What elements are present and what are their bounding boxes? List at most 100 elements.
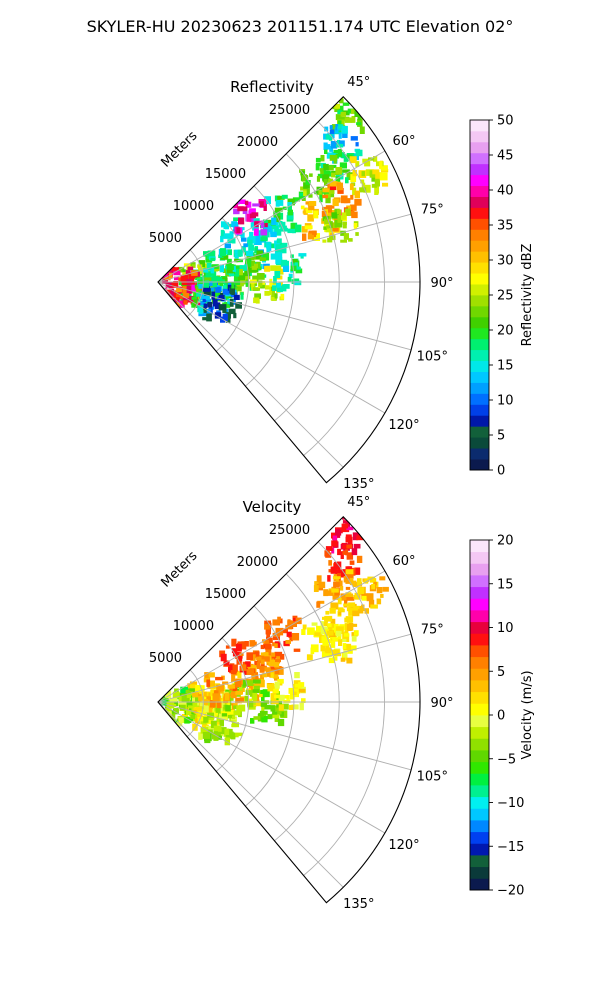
- echo-cell: [349, 156, 389, 196]
- colorbar-swatch: [470, 130, 489, 143]
- azimuth-spoke: [157, 150, 386, 283]
- colorbar-swatch: [470, 360, 489, 372]
- colorbar-swatch: [470, 598, 489, 611]
- colorbar-swatch: [470, 796, 489, 809]
- velocity-panel: Velocity 5000 10000 15000 20000 25000 45° 60° 7…: [149, 495, 535, 912]
- range-tick-label: 10000: [173, 199, 214, 214]
- colorbar-swatch: [470, 855, 489, 868]
- range-tick-label: 15000: [205, 167, 246, 182]
- colorbar-swatch: [470, 715, 489, 728]
- colorbar-swatch: [470, 437, 489, 449]
- sector-frame: [157, 95, 421, 484]
- colorbar-tick-label: 10: [497, 394, 514, 409]
- azimuth-spoke: [157, 281, 386, 414]
- reflectivity-radial-axis-label: Meters: [159, 128, 201, 170]
- azimuth-tick-label: 60°: [392, 134, 415, 149]
- colorbar-swatch: [470, 404, 489, 416]
- range-tick-label: 5000: [149, 651, 182, 666]
- colorbar-tick-label: 15: [497, 577, 514, 592]
- range-ring: [245, 185, 295, 387]
- range-tick-label: 25000: [269, 103, 310, 118]
- colorbar-swatch: [470, 262, 489, 274]
- colorbar-swatch: [470, 633, 489, 646]
- colorbar-swatch: [470, 196, 489, 208]
- colorbar-swatch: [470, 120, 489, 132]
- colorbar-swatch: [470, 575, 489, 588]
- colorbar-tick-label: 15: [497, 359, 514, 374]
- colorbar-swatch: [470, 185, 489, 197]
- azimuth-spoke: [157, 570, 386, 703]
- azimuth-tick-label: 105°: [417, 770, 448, 785]
- reflectivity-colorbar-label: Reflectivity dBZ: [520, 244, 535, 347]
- azimuth-tick-label: 120°: [388, 418, 419, 433]
- echo-cell: [202, 704, 243, 746]
- colorbar-swatch: [470, 316, 489, 329]
- azimuth-spoke: [157, 281, 344, 468]
- azimuth-tick-label: 135°: [343, 477, 374, 492]
- colorbar-swatch: [470, 141, 489, 154]
- colorbar-swatch: [470, 284, 489, 296]
- colorbar-swatch: [470, 831, 489, 844]
- echo-cell: [270, 252, 307, 293]
- reflectivity-polar-grid: [157, 95, 421, 484]
- colorbar-swatch: [470, 866, 489, 879]
- colorbar-swatch: [470, 349, 489, 362]
- colorbar-swatch: [470, 668, 489, 681]
- colorbar-swatch: [470, 691, 489, 704]
- colorbar-swatch: [470, 305, 489, 318]
- azimuth-tick-label: 45°: [347, 75, 370, 90]
- range-ring: [303, 541, 385, 876]
- azimuth-tick-label: 90°: [430, 696, 453, 711]
- colorbar-swatch: [470, 645, 489, 658]
- azimuth-spoke: [157, 213, 412, 283]
- range-tick-label: 5000: [149, 231, 182, 246]
- azimuth-tick-label: 75°: [421, 203, 444, 218]
- colorbar-tick-label: −10: [497, 796, 524, 811]
- colorbar-swatch: [470, 726, 489, 739]
- colorbar-swatch: [470, 163, 489, 176]
- colorbar-tick-label: 25: [497, 289, 514, 304]
- sector-frame: [157, 515, 421, 904]
- colorbar-swatch: [470, 327, 489, 340]
- colorbar-tick-label: 30: [497, 254, 514, 269]
- colorbar-tick-label: 20: [497, 534, 514, 549]
- colorbar-swatch: [470, 540, 489, 553]
- colorbar-swatch: [470, 251, 489, 263]
- azimuth-tick-label: 75°: [421, 623, 444, 638]
- colorbar-tick-label: −5: [497, 752, 516, 767]
- colorbar-swatch: [470, 338, 489, 351]
- colorbar-swatch: [470, 273, 489, 285]
- azimuth-tick-label: 105°: [417, 350, 448, 365]
- colorbar-swatch: [470, 680, 489, 693]
- colorbar-swatch: [470, 393, 489, 405]
- colorbar-swatch: [470, 415, 489, 427]
- range-tick-label: 25000: [269, 523, 310, 538]
- colorbar-swatch: [470, 808, 489, 821]
- colorbar-swatch: [470, 229, 489, 241]
- echo-cell: [249, 689, 289, 727]
- azimuth-spoke: [157, 633, 412, 703]
- colorbar-swatch: [470, 761, 489, 774]
- range-ring: [303, 121, 385, 456]
- echo-cell: [322, 208, 359, 243]
- colorbar-swatch: [470, 207, 489, 219]
- echo-cell: [267, 672, 306, 711]
- colorbar-swatch: [470, 174, 489, 187]
- colorbar-swatch: [470, 738, 489, 751]
- azimuth-tick-label: 135°: [343, 897, 374, 912]
- colorbar-swatch: [470, 820, 489, 833]
- azimuth-tick-label: 60°: [392, 554, 415, 569]
- azimuth-spoke: [157, 281, 412, 351]
- colorbar-tick-label: 35: [497, 219, 514, 234]
- echo-cell: [249, 265, 285, 304]
- colorbar-tick-label: 20: [497, 324, 514, 339]
- range-tick-label: 15000: [205, 587, 246, 602]
- reflectivity-panel: Reflectivity 5000 10000 15000 20000 25000 45°…: [149, 75, 535, 492]
- colorbar-swatch: [470, 218, 489, 230]
- colorbar-swatch: [470, 656, 489, 669]
- azimuth-tick-label: 120°: [388, 838, 419, 853]
- echo-cell: [203, 249, 242, 289]
- range-ring: [215, 637, 250, 772]
- velocity-title: Velocity: [243, 498, 302, 516]
